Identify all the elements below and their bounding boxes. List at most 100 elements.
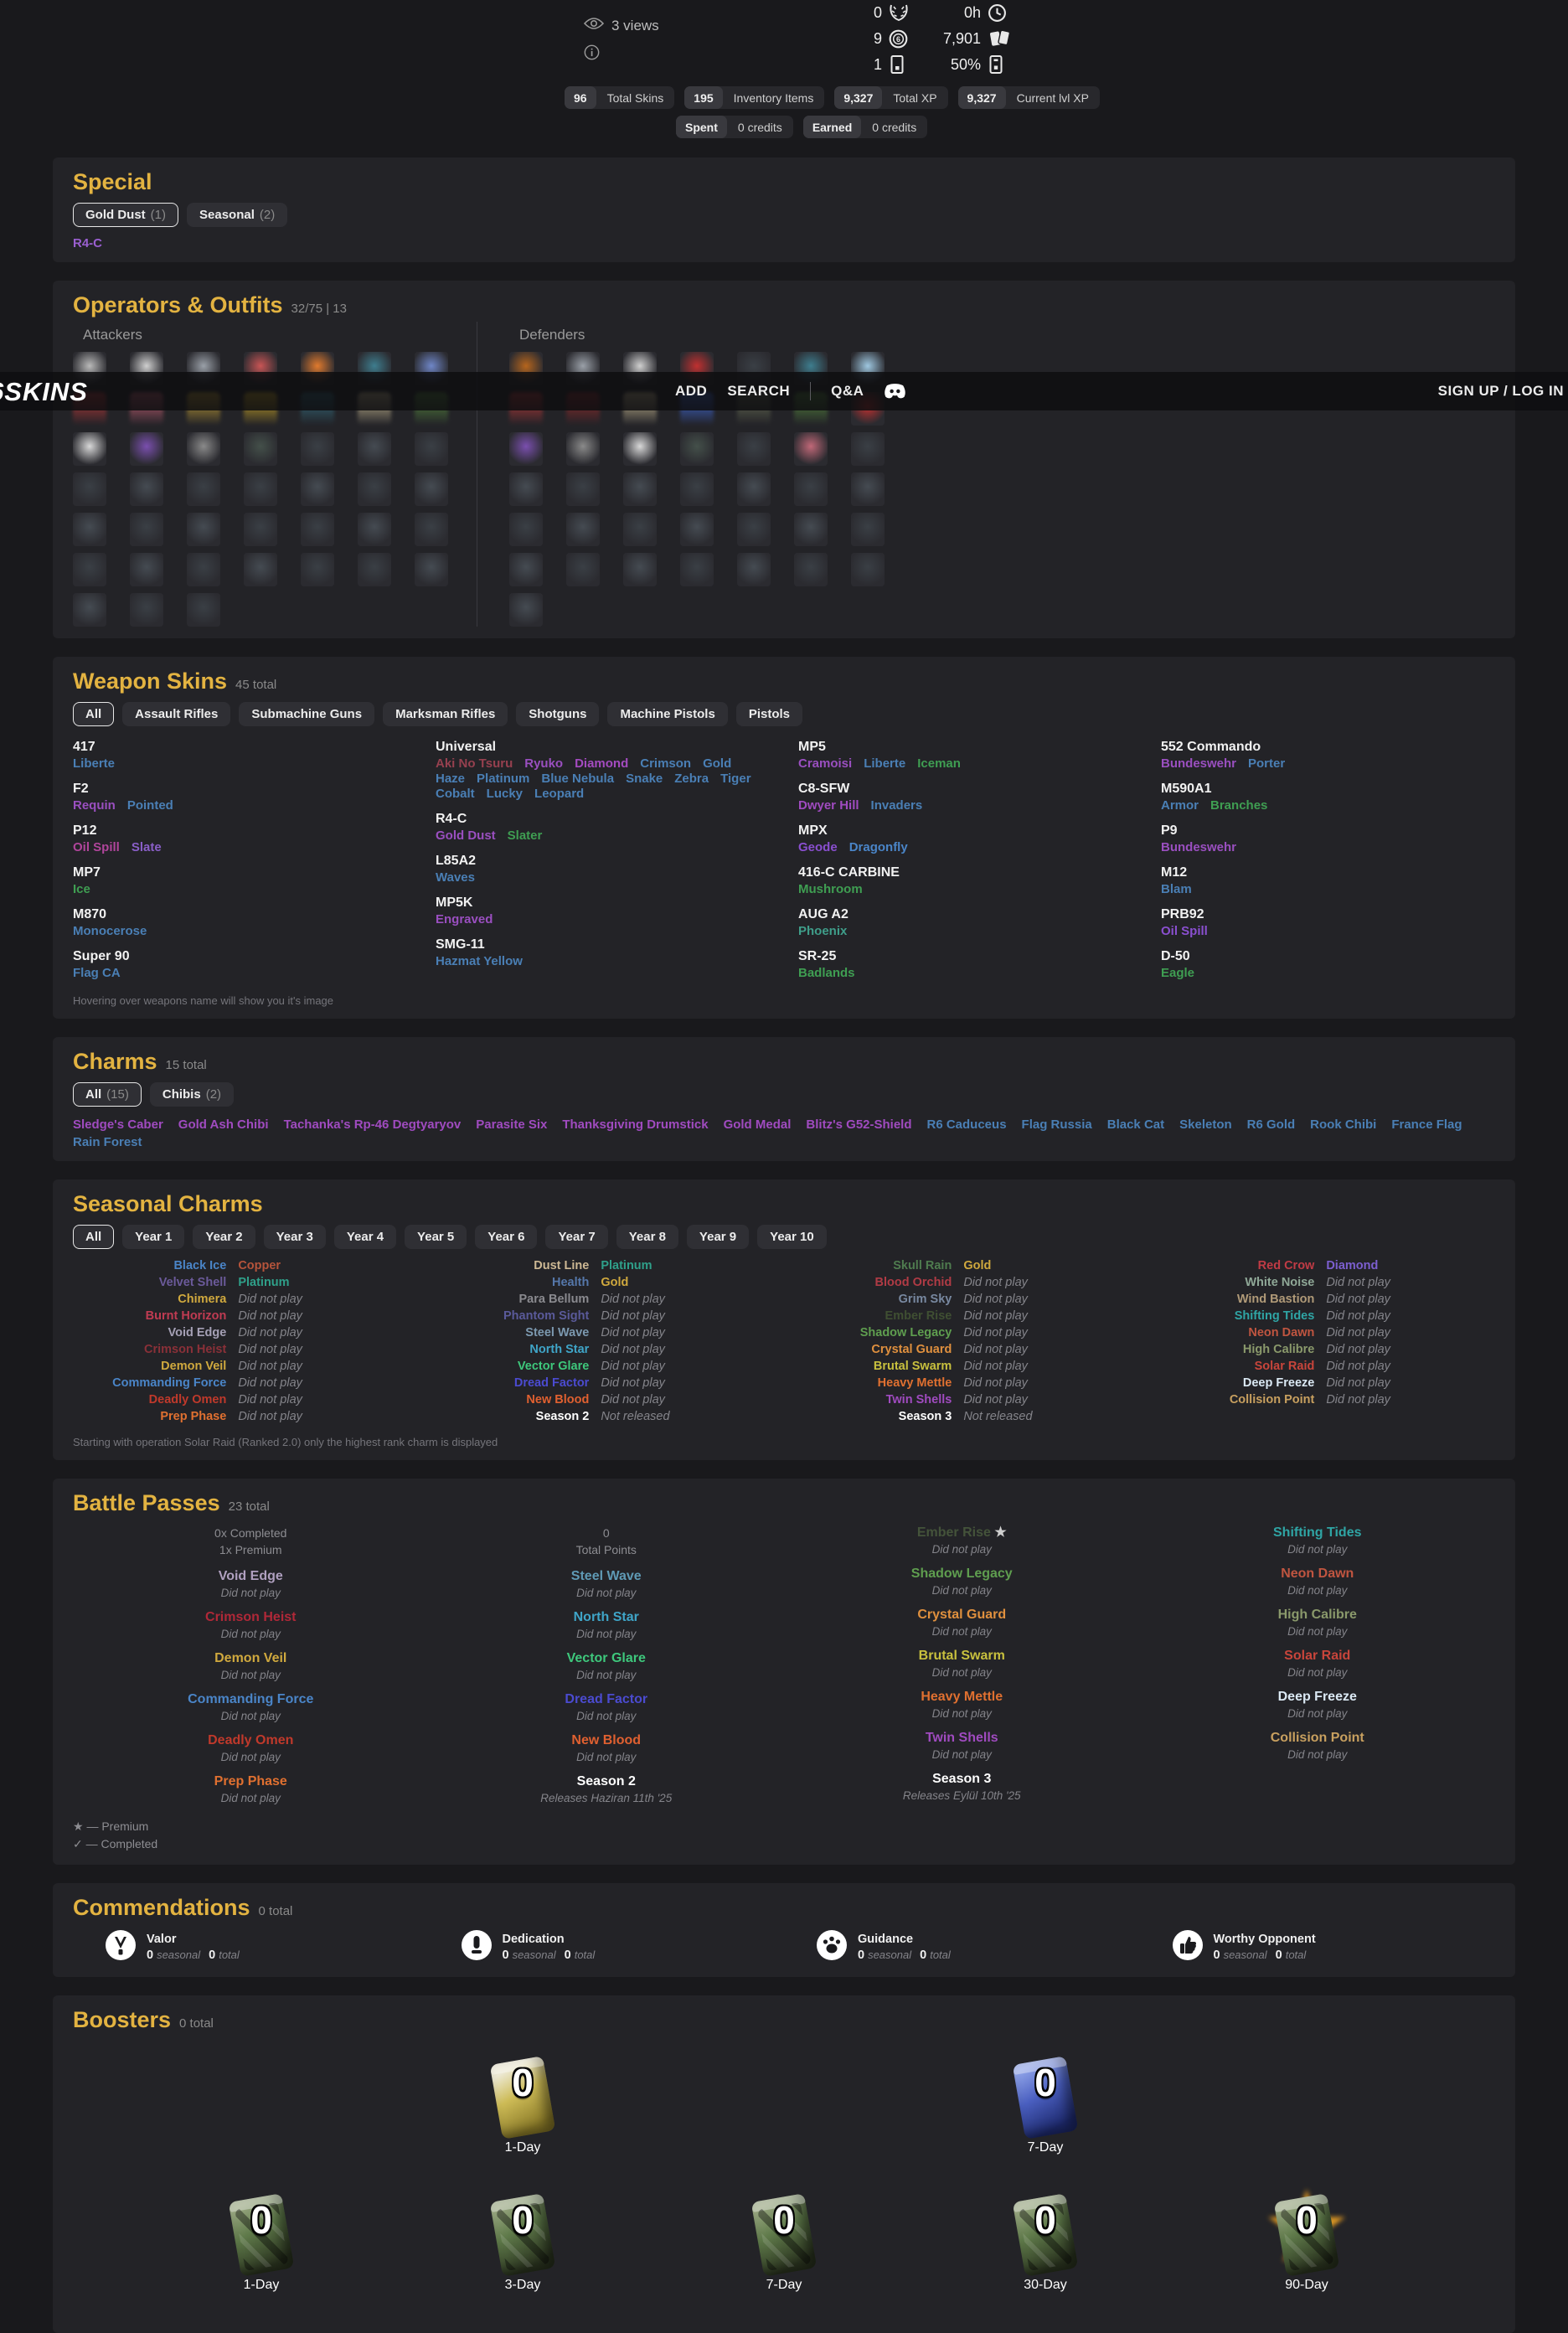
weapon-name[interactable]: C8-SFW <box>798 782 850 796</box>
weapon-name[interactable]: M12 <box>1161 865 1188 880</box>
weapon-skin-name[interactable]: Invaders <box>870 798 923 813</box>
operator-icon[interactable] <box>130 553 163 586</box>
operator-icon[interactable] <box>130 593 163 627</box>
weapon-skin-name[interactable]: Eagle <box>1161 966 1195 980</box>
weapon-skin-name[interactable]: Hazmat Yellow <box>436 954 523 968</box>
weapon-tab-assault-rifles[interactable]: Assault Rifles <box>122 702 231 726</box>
weapon-tab-submachine-guns[interactable]: Submachine Guns <box>239 702 375 726</box>
weapon-skin-name[interactable]: Ice <box>73 882 90 896</box>
operator-icon[interactable] <box>737 553 771 586</box>
seasonal-tab-year-5[interactable]: Year 5 <box>405 1225 467 1249</box>
weapon-skin-name[interactable]: Bundeswehr <box>1161 840 1237 854</box>
operator-icon[interactable] <box>130 472 163 506</box>
operator-icon[interactable] <box>358 432 391 466</box>
weapon-name[interactable]: M590A1 <box>1161 782 1212 796</box>
operator-icon[interactable] <box>566 432 600 466</box>
seasonal-tab-year-4[interactable]: Year 4 <box>333 1225 397 1249</box>
operator-icon[interactable] <box>73 593 106 627</box>
weapon-skin-name[interactable]: Blue Nebula <box>541 772 615 786</box>
weapon-skin-name[interactable]: Flag CA <box>73 966 121 980</box>
weapon-skin-name[interactable]: Gold Dust <box>436 828 496 843</box>
weapon-skin-name[interactable]: Slate <box>131 840 162 854</box>
charm-name[interactable]: R6 Caduceus <box>926 1117 1007 1132</box>
special-tab-gold-dust[interactable]: Gold Dust (1) <box>73 203 179 227</box>
operator-icon[interactable] <box>509 432 543 466</box>
operator-icon[interactable] <box>187 432 220 466</box>
charm-name[interactable]: Gold Medal <box>723 1117 792 1132</box>
operator-icon[interactable] <box>301 472 334 506</box>
seasonal-tab-year-7[interactable]: Year 7 <box>545 1225 608 1249</box>
weapon-tab-all[interactable]: All <box>73 702 115 726</box>
operator-icon[interactable] <box>187 593 220 627</box>
charm-tab-all[interactable]: All (15) <box>73 1082 142 1107</box>
weapon-skin-name[interactable]: Bundeswehr <box>1161 756 1237 771</box>
operator-icon[interactable] <box>301 553 334 586</box>
operator-icon[interactable] <box>301 432 334 466</box>
operator-icon[interactable] <box>851 472 885 506</box>
charm-name[interactable]: Flag Russia <box>1021 1117 1092 1132</box>
weapon-skin-name[interactable]: Iceman <box>917 756 961 771</box>
operator-icon[interactable] <box>358 513 391 546</box>
weapon-skin-name[interactable]: Lucky <box>486 787 524 801</box>
weapon-name[interactable]: R4-C <box>436 812 467 826</box>
operator-icon[interactable] <box>244 553 277 586</box>
info-icon[interactable] <box>584 44 659 65</box>
operator-icon[interactable] <box>794 513 828 546</box>
charm-name[interactable]: Parasite Six <box>476 1117 548 1132</box>
nav-item-add[interactable]: ADD <box>675 383 708 399</box>
operator-icon[interactable] <box>623 472 657 506</box>
seasonal-tab-year-10[interactable]: Year 10 <box>757 1225 827 1249</box>
charm-name[interactable]: R6 Gold <box>1246 1117 1296 1132</box>
weapon-name[interactable]: AUG A2 <box>798 907 848 921</box>
weapon-skin-name[interactable]: Liberte <box>73 756 116 771</box>
operator-icon[interactable] <box>851 432 885 466</box>
weapon-skin-name[interactable]: Slater <box>507 828 543 843</box>
charm-name[interactable]: Skeleton <box>1179 1117 1232 1132</box>
operator-icon[interactable] <box>680 472 714 506</box>
weapon-name[interactable]: MP5 <box>798 740 826 754</box>
operator-icon[interactable] <box>623 553 657 586</box>
weapon-name[interactable]: SMG-11 <box>436 937 485 952</box>
weapon-skin-name[interactable]: Requin <box>73 798 116 813</box>
operator-icon[interactable] <box>851 553 885 586</box>
weapon-name[interactable]: 552 Commando <box>1161 740 1261 754</box>
operator-icon[interactable] <box>680 513 714 546</box>
charm-name[interactable]: Tachanka's Rp-46 Degtyaryov <box>283 1117 462 1132</box>
weapon-skin-name[interactable]: Haze <box>436 772 466 786</box>
weapon-tab-shotguns[interactable]: Shotguns <box>516 702 600 726</box>
weapon-name[interactable]: PRB92 <box>1161 907 1204 921</box>
operator-icon[interactable] <box>794 432 828 466</box>
weapon-skin-name[interactable]: Tiger <box>720 772 751 786</box>
weapon-name[interactable]: M870 <box>73 907 107 921</box>
operator-icon[interactable] <box>566 472 600 506</box>
operator-icon[interactable] <box>623 513 657 546</box>
weapon-name[interactable]: 416-C CARBINE <box>798 865 900 880</box>
special-item[interactable]: R4-C <box>73 236 103 250</box>
weapon-tab-marksman-rifles[interactable]: Marksman Rifles <box>383 702 508 726</box>
weapon-skin-name[interactable]: Cobalt <box>436 787 475 801</box>
weapon-skin-name[interactable]: Cramoisi <box>798 756 853 771</box>
weapon-skin-name[interactable]: Oil Spill <box>1161 924 1208 938</box>
operator-icon[interactable] <box>358 553 391 586</box>
charm-name[interactable]: Rain Forest <box>73 1135 142 1149</box>
weapon-skin-name[interactable]: Zebra <box>674 772 709 786</box>
weapon-tab-pistols[interactable]: Pistols <box>735 702 803 726</box>
charm-name[interactable]: Thanksgiving Drumstick <box>562 1117 709 1132</box>
weapon-skin-name[interactable]: Gold <box>703 756 732 771</box>
operator-icon[interactable] <box>130 432 163 466</box>
weapon-skin-name[interactable]: Oil Spill <box>73 840 120 854</box>
seasonal-tab-year-2[interactable]: Year 2 <box>193 1225 255 1249</box>
operator-icon[interactable] <box>358 472 391 506</box>
seasonal-tab-all[interactable]: All <box>73 1225 115 1249</box>
operator-icon[interactable] <box>73 472 106 506</box>
operator-icon[interactable] <box>566 513 600 546</box>
weapon-name[interactable]: MP7 <box>73 865 101 880</box>
operator-icon[interactable] <box>415 513 448 546</box>
operator-icon[interactable] <box>680 432 714 466</box>
operator-icon[interactable] <box>566 553 600 586</box>
operator-icon[interactable] <box>415 432 448 466</box>
weapon-skin-name[interactable]: Badlands <box>798 966 855 980</box>
charm-name[interactable]: France Flag <box>1391 1117 1462 1132</box>
operator-icon[interactable] <box>73 553 106 586</box>
weapon-skin-name[interactable]: Geode <box>798 840 838 854</box>
